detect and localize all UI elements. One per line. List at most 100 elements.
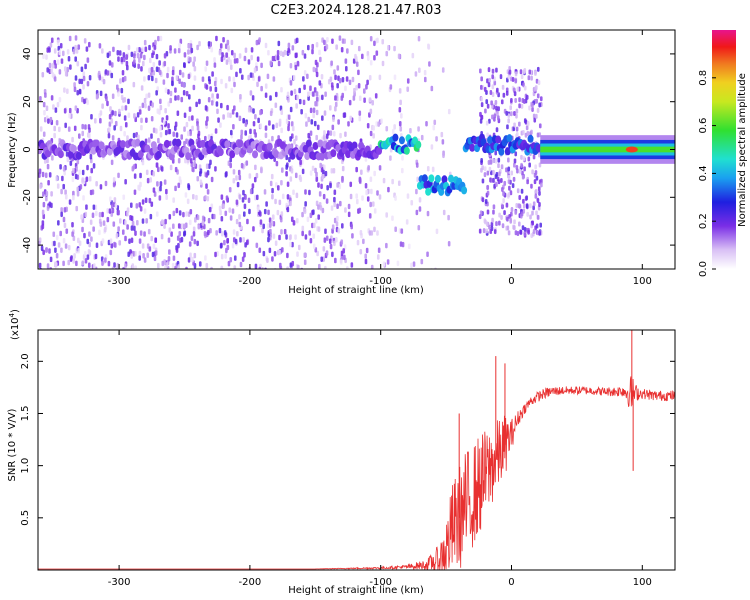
spectrogram-cell bbox=[298, 98, 302, 105]
spectrogram-cell bbox=[42, 249, 45, 256]
spectrogram-cell bbox=[315, 96, 319, 103]
spectrogram-cell bbox=[531, 169, 534, 175]
spectrogram-cell bbox=[147, 105, 151, 112]
spectrogram-cell bbox=[279, 50, 283, 57]
signal-peak bbox=[625, 146, 638, 153]
spectrogram-cell bbox=[271, 55, 275, 62]
spectrogram-cell bbox=[349, 193, 353, 200]
spectrogram-cell bbox=[92, 226, 95, 232]
y-tick-label: -20 bbox=[22, 189, 33, 205]
spectrogram-cell bbox=[335, 221, 339, 227]
spectrogram-cell bbox=[81, 260, 85, 266]
spectrogram-cell bbox=[99, 184, 103, 190]
spectrogram-cell bbox=[190, 235, 194, 242]
spectrogram-cell bbox=[132, 81, 136, 88]
spectrogram-cell bbox=[487, 67, 491, 73]
spectrogram-cell bbox=[67, 244, 71, 251]
spectrogram-cell bbox=[81, 130, 85, 137]
spectrogram-cell bbox=[480, 167, 483, 173]
spectrogram-cell bbox=[334, 101, 338, 108]
spectrogram-cell bbox=[243, 203, 247, 210]
spectrogram-cell bbox=[56, 59, 60, 66]
spectrogram-cell bbox=[41, 71, 45, 78]
signal-cell bbox=[403, 146, 410, 155]
spectrogram-cell bbox=[398, 88, 402, 94]
spectrogram-cell bbox=[331, 38, 334, 44]
spectrogram-cell bbox=[220, 265, 224, 269]
spectrogram-cell bbox=[498, 212, 501, 218]
spectrogram-cell bbox=[251, 95, 255, 101]
spectrogram-cell bbox=[345, 76, 349, 82]
spectrogram-cell bbox=[352, 95, 356, 101]
spectrogram-cell bbox=[66, 156, 70, 163]
spectrogram-cell bbox=[216, 108, 219, 115]
spectrogram-cell bbox=[72, 235, 76, 242]
spectrogram-cell bbox=[136, 112, 140, 118]
spectrogram-cell bbox=[299, 176, 303, 183]
spectrogram-cell bbox=[169, 164, 173, 171]
spectrogram-cell bbox=[414, 71, 418, 77]
signal-cell bbox=[266, 142, 273, 151]
spectrogram-cell bbox=[304, 201, 307, 207]
spectrogram-cell bbox=[98, 229, 101, 236]
spectrogram-cell bbox=[308, 189, 311, 196]
spectrogram-cell bbox=[143, 208, 147, 214]
spectrogram-cell bbox=[528, 105, 531, 111]
spectrogram-cell bbox=[315, 109, 319, 116]
spectrogram-cell bbox=[88, 231, 91, 237]
spectrogram-cell bbox=[322, 134, 326, 140]
spectrogram-cell bbox=[187, 94, 191, 100]
spectrogram-cell bbox=[520, 103, 524, 109]
x-tick-label: 100 bbox=[633, 577, 652, 588]
spectrogram-cell bbox=[486, 132, 489, 138]
spectrogram-cell bbox=[281, 247, 284, 253]
spectrogram-cell bbox=[180, 96, 184, 103]
spectrogram-cell bbox=[109, 106, 112, 112]
signal-cell bbox=[398, 136, 405, 145]
spectrogram-cell bbox=[229, 256, 233, 263]
spectrogram-cell bbox=[244, 47, 248, 53]
spectrogram-cell bbox=[526, 131, 530, 137]
spectrogram-cell bbox=[333, 69, 336, 75]
spectrogram-cell bbox=[72, 194, 75, 201]
spectrogram-cell bbox=[62, 183, 66, 190]
spectrogram-cell bbox=[45, 195, 48, 202]
spectrogram-cell bbox=[358, 95, 362, 102]
signal-cell bbox=[175, 138, 182, 147]
spectrogram-cell bbox=[187, 49, 190, 55]
spectrogram-cell bbox=[301, 230, 304, 237]
spectrogram-cell bbox=[63, 87, 66, 93]
spectrogram-cell bbox=[285, 154, 288, 161]
spectrogram-cell bbox=[219, 210, 222, 216]
spectrogram-cell bbox=[239, 93, 242, 100]
spectrogram-cell bbox=[72, 258, 75, 264]
spectrogram-cell bbox=[314, 218, 318, 224]
spectrogram-cell bbox=[254, 113, 257, 120]
spectrogram-cell bbox=[164, 107, 167, 114]
spectrogram-cell bbox=[481, 178, 485, 184]
spectrogram-cell bbox=[210, 100, 214, 106]
spectrogram-cell bbox=[277, 40, 281, 47]
spectrogram-cell bbox=[510, 98, 513, 104]
spectrogram-cell bbox=[69, 160, 73, 166]
spectrogram-cell bbox=[324, 228, 327, 235]
spectrogram-cell bbox=[199, 179, 203, 186]
spectrogram-cell bbox=[520, 211, 524, 217]
spectrogram-cell bbox=[377, 121, 380, 127]
signal-cell bbox=[535, 144, 542, 153]
spectrogram-cell bbox=[513, 162, 516, 168]
spectrogram-cell bbox=[329, 76, 333, 82]
spectrogram-cell bbox=[538, 152, 541, 158]
signal-cell bbox=[318, 152, 325, 161]
spectrogram-cell bbox=[59, 164, 62, 170]
spectrogram-cell bbox=[428, 61, 431, 67]
spectrogram-cell bbox=[324, 170, 328, 177]
spectrogram-cell bbox=[341, 177, 344, 183]
spectrogram-cell bbox=[510, 207, 514, 213]
spectrogram-cell bbox=[331, 224, 335, 230]
spectrogram-cell bbox=[192, 61, 195, 67]
spectrogram-cell bbox=[145, 218, 148, 224]
spectrogram-cell bbox=[188, 106, 192, 112]
signal-cell bbox=[224, 140, 231, 149]
spectrogram-cell bbox=[159, 132, 163, 138]
